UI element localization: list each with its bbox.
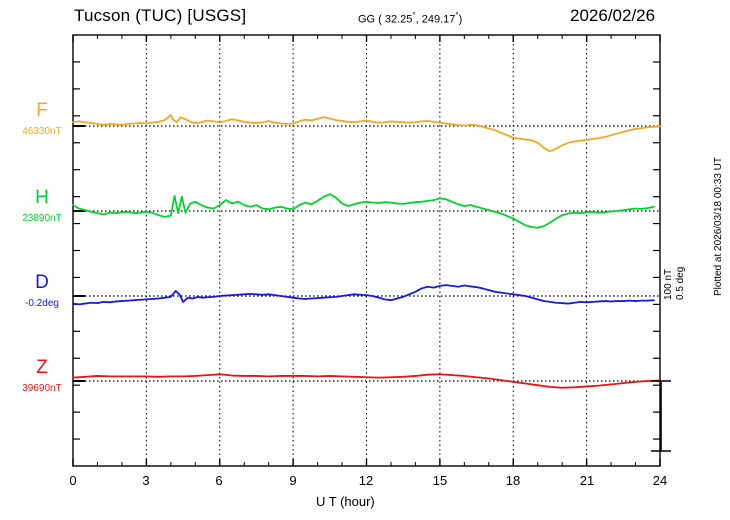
degree-symbol-lat: ° (412, 11, 416, 20)
scalebar-label-deg: 0.5 deg (675, 266, 686, 300)
component-baseline-h: 23890nT (22, 213, 62, 224)
x-axis-label: U T (hour) (316, 494, 375, 509)
geo-lat-prefix: GG ( 32.25 (358, 13, 413, 26)
component-baseline-z: 39690nT (22, 383, 62, 394)
component-label-h: H (35, 187, 49, 208)
plotted-timestamp: Plotted at 2026/03/18 00:33 UT (713, 157, 724, 296)
component-baseline-f: 46330nT (22, 126, 62, 137)
xtick-18: 18 (505, 473, 521, 488)
component-label-z: Z (36, 357, 48, 378)
geo-lon: , 249.17 (415, 13, 456, 26)
xtick-6: 6 (215, 473, 223, 488)
xtick-3: 3 (142, 473, 150, 488)
component-label-f: F (36, 100, 48, 121)
xtick-9: 9 (289, 473, 297, 488)
geo-suffix: ) (458, 13, 463, 26)
degree-symbol-lon: ° (455, 11, 459, 20)
xtick-12: 12 (358, 473, 374, 488)
component-baseline-d: -0.2deg (25, 298, 59, 309)
xtick-15: 15 (432, 473, 448, 488)
xtick-24: 24 (652, 473, 668, 488)
component-label-d: D (35, 272, 49, 293)
observation-date: 2026/02/26 (570, 6, 656, 25)
geographic-coordinates: GG ( 32.25°, 249.17°) (358, 11, 462, 26)
xtick-21: 21 (579, 473, 595, 488)
xtick-0: 0 (69, 473, 77, 488)
station-title: Tucson (TUC) [USGS] (74, 6, 247, 25)
scalebar-label-nt: 100 nT (663, 268, 674, 300)
